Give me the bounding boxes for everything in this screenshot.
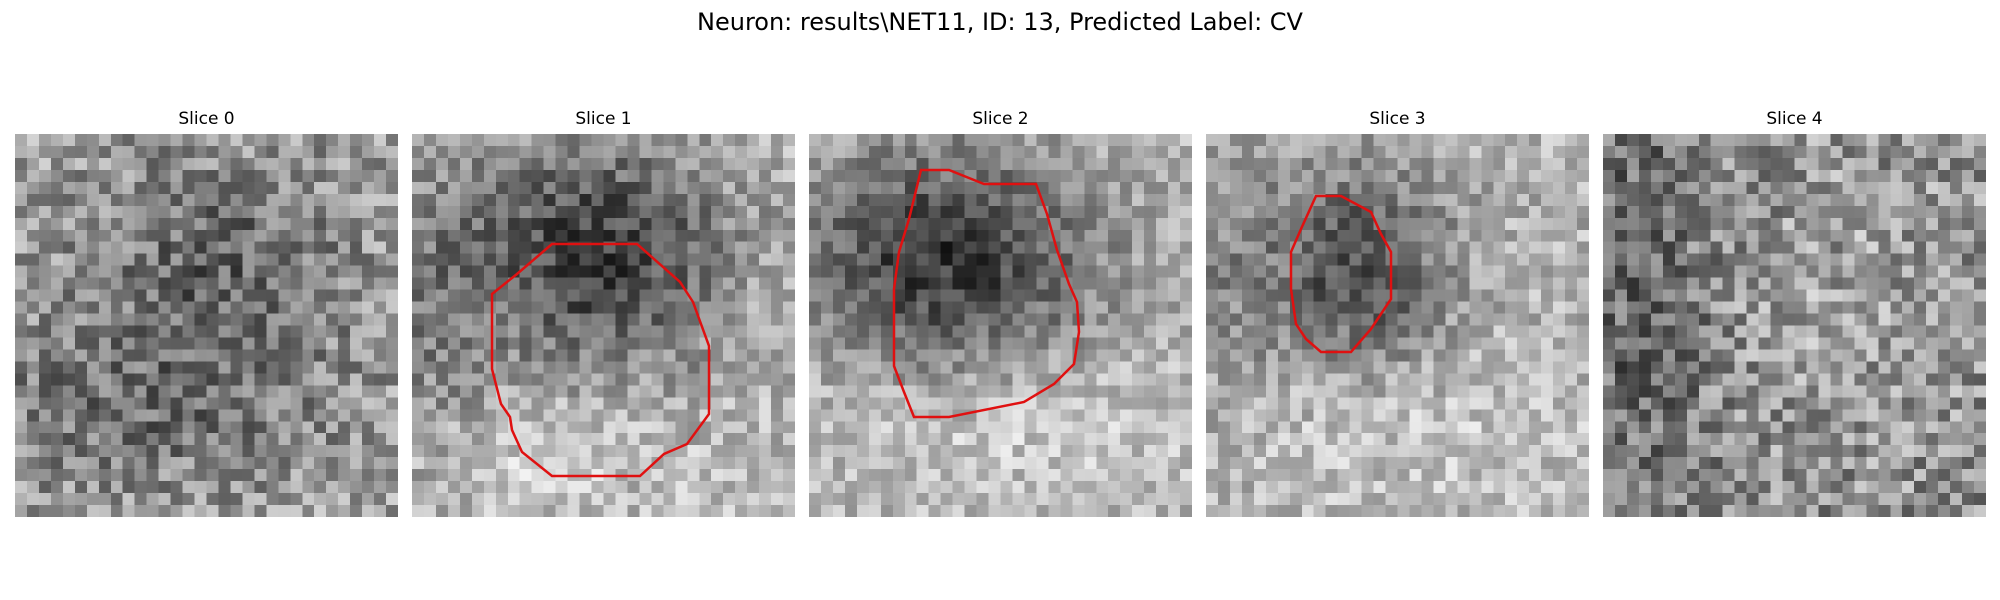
slice-4-title: Slice 4 [1766,109,1823,129]
pixel-grid [1603,134,1986,517]
slice-4-image [1603,134,1986,517]
slice-3-image [1206,134,1589,517]
pixel-grid [15,134,398,517]
segmentation-contour [892,168,1081,419]
slice-3-title: Slice 3 [1369,109,1426,129]
segmentation-contour [1289,194,1393,354]
slice-1-image [412,134,795,517]
slice-1-title: Slice 1 [575,109,632,129]
slice-2-image [809,134,1192,517]
pixel-grid [412,134,795,517]
segmentation-contour [490,242,711,478]
slice-0-title: Slice 0 [178,109,235,129]
figure-title: Neuron: results\NET11, ID: 13, Predicted… [697,8,1303,36]
slice-2-title: Slice 2 [972,109,1029,129]
pixel-grid [1206,134,1589,517]
pixel-grid [809,134,1192,517]
slice-0-image [15,134,398,517]
